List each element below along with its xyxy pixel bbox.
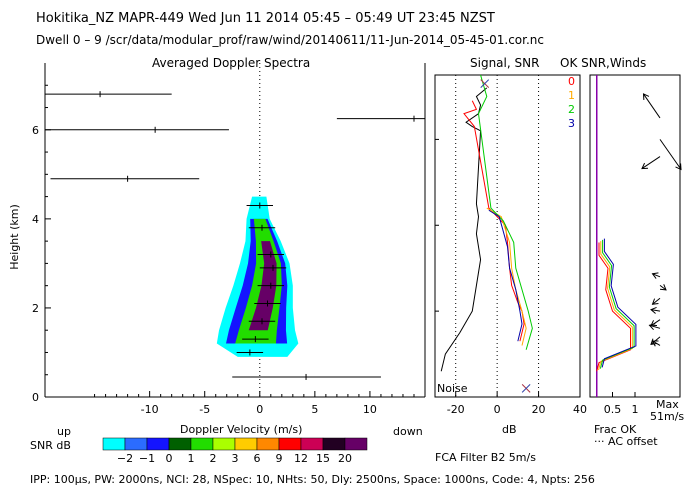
- frac-ok-tick-label: 1: [632, 403, 639, 416]
- wind-arrow-shaft: [659, 139, 682, 170]
- wind-arrow-head: [651, 298, 659, 305]
- wind-arrow-shaft: [643, 93, 661, 119]
- wind-arrow-head: [651, 272, 659, 279]
- legend-entry-0: 0: [568, 75, 575, 88]
- colorbar-tick-label: 20: [338, 452, 352, 465]
- colorbar-swatch: [212, 437, 236, 451]
- signal-title: Signal, SNR: [470, 56, 540, 70]
- snr-series-signal-2: [477, 74, 533, 350]
- colorbar-tick-label: 6: [254, 452, 261, 465]
- wind-arrow-head: [659, 284, 667, 291]
- colorbar-swatch: [146, 437, 170, 451]
- velocity-axis-label: Doppler Velocity (m/s): [180, 423, 303, 436]
- colorbar-tick-label: −2: [117, 452, 133, 465]
- site-header: Hokitika_NZ MAPR-449 Wed Jun 11 2014 05:…: [36, 11, 495, 26]
- frac-ok-label: Frac OK: [594, 423, 637, 436]
- wind-arrow-shaft: [641, 156, 661, 169]
- wind-arrow-shaft: [652, 340, 661, 346]
- frac-ok-curve-3: [601, 238, 637, 368]
- winds-title: OK SNR,Winds: [560, 56, 647, 70]
- ac-offset-label: ··· AC offset: [594, 435, 658, 448]
- wind-arrow-head: [642, 93, 650, 100]
- wind-arrow-shaft: [652, 273, 661, 278]
- wind-arrow-head: [675, 163, 682, 171]
- colorbar-swatch: [102, 437, 126, 451]
- file-path-header: Dwell 0 – 9 /scr/data/modular_prof/raw/w…: [36, 33, 544, 47]
- frac-ok-curve-1: [598, 241, 633, 371]
- frac-ok-curve-2: [599, 239, 635, 369]
- signal-frame: [434, 74, 581, 398]
- legend-entry-3: 3: [568, 117, 575, 130]
- snr-colorbar: −2 −1 0 1 2 3 6 9 12 15 20: [102, 437, 368, 465]
- colorbar-swatch: [278, 437, 302, 451]
- wind-arrow-head: [650, 306, 657, 314]
- signal-panel: -20 0 20 40: [434, 74, 587, 416]
- legend-entry-2: 2: [568, 103, 575, 116]
- down-note: down: [393, 425, 423, 438]
- db-tick-label: 20: [532, 403, 546, 416]
- db-tick-label: 0: [494, 403, 501, 416]
- height-tick-label: 4: [32, 213, 39, 226]
- colorbar-tick-label: 12: [294, 452, 308, 465]
- max-label: Max: [656, 398, 679, 411]
- height-tick-label: 2: [32, 302, 39, 315]
- colorbar-swatch: [300, 437, 324, 451]
- spectra-panel: 0 2 4 6 -10 -5 0 5 10: [32, 63, 426, 416]
- wind-arrow-shaft: [650, 309, 661, 312]
- colorbar-label: SNR dB: [30, 439, 71, 452]
- colorbar-tick-label: 2: [210, 452, 217, 465]
- velocity-tick-label: 0: [256, 403, 263, 416]
- height-tick-label: 6: [32, 124, 39, 137]
- velocity-tick-label: -10: [141, 403, 159, 416]
- wind-arrow-head: [651, 340, 659, 347]
- colorbar-swatch: [168, 437, 192, 451]
- parameters-footer: IPP: 100μs, PW: 2000ns, NCI: 28, NSpec: …: [30, 473, 595, 486]
- snr-series-noise: [440, 87, 488, 372]
- frac-ok-tick-label: 0.5: [604, 403, 622, 416]
- colorbar-swatch: [344, 437, 368, 451]
- legend-entry-1: 1: [568, 89, 575, 102]
- wind-arrow-head: [648, 323, 656, 331]
- db-tick-label: -20: [447, 403, 465, 416]
- wind-arrow-head: [641, 162, 649, 170]
- colorbar-swatch: [322, 437, 346, 451]
- winds-frame: [589, 74, 681, 398]
- wind-arrow-shaft: [652, 297, 661, 305]
- max-value: 51m/s: [650, 410, 685, 423]
- velocity-tick-label: 5: [311, 403, 318, 416]
- colorbar-tick-label: 15: [316, 452, 330, 465]
- colorbar-swatch: [124, 437, 148, 451]
- up-note: up: [57, 425, 71, 438]
- noise-marker: [521, 384, 531, 393]
- db-axis-label: dB: [502, 423, 517, 436]
- velocity-tick-label: 10: [363, 403, 377, 416]
- db-tick-label: 40: [573, 403, 587, 416]
- wind-arrow-shaft: [659, 284, 667, 291]
- height-tick-label: 0: [32, 391, 39, 404]
- snr-series-signal-3: [488, 209, 523, 342]
- colorbar-swatch: [234, 437, 258, 451]
- frac-ok-curve-0: [596, 242, 631, 372]
- colorbar-tick-label: 9: [276, 452, 283, 465]
- noise-marker: [480, 79, 490, 88]
- colorbar-swatch: [256, 437, 280, 451]
- colorbar-tick-label: 0: [166, 452, 173, 465]
- fca-filter-label: FCA Filter B2 5m/s: [435, 451, 536, 464]
- colorbar-swatch: [190, 437, 214, 451]
- snr-series-signal-1: [486, 207, 527, 346]
- velocity-tick-label: -5: [199, 403, 210, 416]
- spectra-title: Averaged Doppler Spectra: [152, 56, 311, 70]
- colorbar-tick-label: −1: [139, 452, 155, 465]
- colorbar-tick-label: 3: [232, 452, 239, 465]
- noise-label: Noise: [437, 382, 468, 395]
- colorbar-tick-label: 1: [188, 452, 195, 465]
- wind-arrow-shaft: [649, 324, 661, 329]
